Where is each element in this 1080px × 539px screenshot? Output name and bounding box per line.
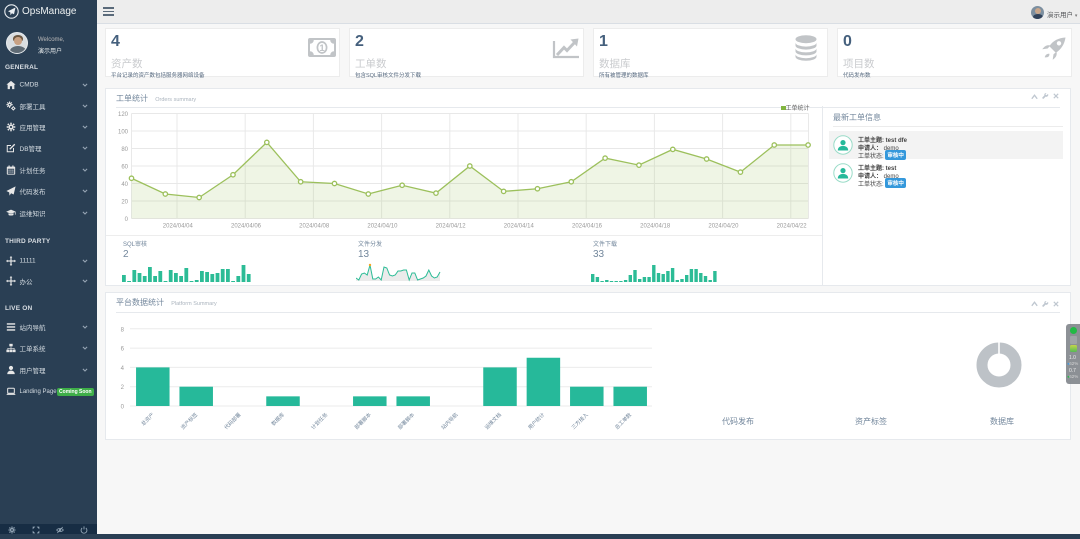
svg-text:总资产: 总资产 xyxy=(139,411,156,428)
svg-text:120: 120 xyxy=(118,112,129,118)
svg-text:40: 40 xyxy=(121,182,128,188)
svg-text:2024/04/08: 2024/04/08 xyxy=(299,224,330,230)
svg-text:2024/04/16: 2024/04/16 xyxy=(572,224,603,230)
svg-text:部署脚本: 部署脚本 xyxy=(396,411,416,431)
svg-text:2024/04/18: 2024/04/18 xyxy=(640,224,671,230)
svg-text:0: 0 xyxy=(121,405,125,411)
svg-text:数据库: 数据库 xyxy=(269,411,286,428)
svg-text:100: 100 xyxy=(118,130,129,136)
svg-text:2024/04/04: 2024/04/04 xyxy=(163,224,194,230)
svg-text:1: 1 xyxy=(319,43,325,54)
svg-text:0: 0 xyxy=(125,217,129,223)
svg-text:2024/04/12: 2024/04/12 xyxy=(436,224,467,230)
svg-text:三方接入: 三方接入 xyxy=(569,411,589,431)
svg-text:代码部署: 代码部署 xyxy=(222,411,242,431)
svg-text:2024/04/22: 2024/04/22 xyxy=(777,224,808,230)
svg-text:部署脚本: 部署脚本 xyxy=(352,411,372,431)
svg-text:2: 2 xyxy=(121,385,125,391)
svg-text:总工单数: 总工单数 xyxy=(613,410,634,431)
svg-text:80: 80 xyxy=(121,147,128,153)
svg-text:站内导航: 站内导航 xyxy=(439,410,460,431)
svg-text:6: 6 xyxy=(121,347,125,353)
svg-text:20: 20 xyxy=(121,200,128,206)
svg-text:60: 60 xyxy=(121,165,128,171)
svg-text:2024/04/10: 2024/04/10 xyxy=(367,224,398,230)
svg-text:运维文档: 运维文档 xyxy=(483,411,503,431)
svg-text:2024/04/06: 2024/04/06 xyxy=(231,224,262,230)
svg-text:4: 4 xyxy=(121,366,125,372)
svg-text:资产标签: 资产标签 xyxy=(179,411,199,431)
svg-text:用户统计: 用户统计 xyxy=(526,411,546,431)
svg-text:计划任务: 计划任务 xyxy=(309,411,329,431)
svg-text:2024/04/14: 2024/04/14 xyxy=(504,224,535,230)
svg-text:8: 8 xyxy=(121,327,125,333)
svg-text:2024/04/20: 2024/04/20 xyxy=(708,224,739,230)
